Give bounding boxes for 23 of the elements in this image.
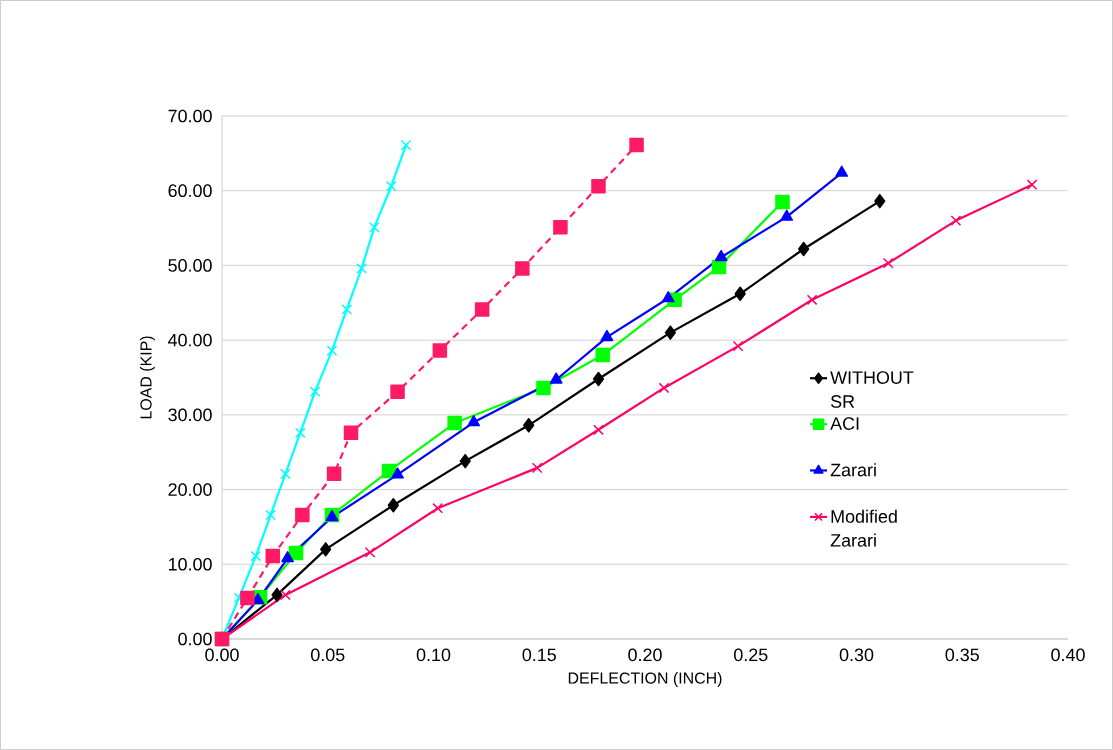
legend-label: WITHOUT SR bbox=[830, 371, 914, 408]
x-tick-label: 0.35 bbox=[945, 648, 979, 662]
y-tick-label: 70.00 bbox=[168, 109, 212, 123]
y-tick-label: 10.00 bbox=[168, 557, 212, 571]
x-tick-label: 0.05 bbox=[311, 648, 345, 662]
x-tick-label: 0.40 bbox=[1051, 648, 1085, 662]
y-tick-label: 40.00 bbox=[168, 333, 212, 347]
x-tick-label: 0.10 bbox=[416, 648, 451, 662]
legend-label: Modified Zarari bbox=[830, 509, 897, 547]
legend-label: Zarari bbox=[830, 463, 876, 477]
x-tick-label: 0.20 bbox=[628, 648, 662, 662]
y-tick-label: 0.00 bbox=[178, 632, 212, 646]
x-tick-label: 0.30 bbox=[839, 648, 874, 662]
y-tick-label: 20.00 bbox=[168, 483, 212, 496]
x-tick-label: 0.15 bbox=[522, 648, 556, 662]
legend-label: ACI bbox=[830, 417, 859, 430]
y-tick-label: 30.00 bbox=[168, 408, 212, 422]
y-tick-label: 60.00 bbox=[168, 184, 212, 198]
x-tick-label: 0.00 bbox=[205, 648, 239, 662]
x-axis-title: DEFLECTION (INCH) bbox=[568, 672, 722, 687]
y-axis-title: LOAD (KIP) bbox=[139, 336, 155, 419]
y-tick-label: 50.00 bbox=[168, 259, 212, 272]
x-tick-label: 0.25 bbox=[734, 648, 768, 662]
